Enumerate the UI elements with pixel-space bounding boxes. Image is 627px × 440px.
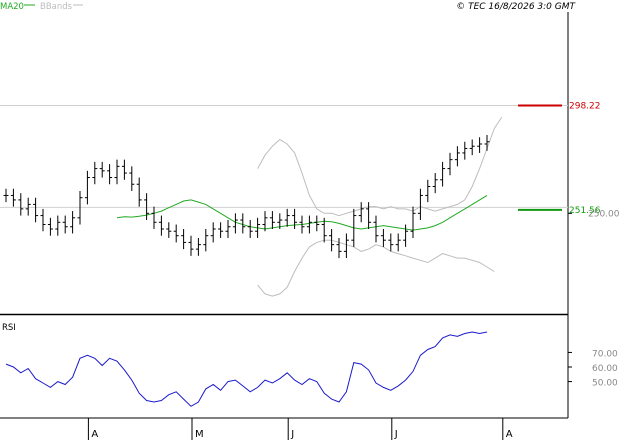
- month-label: J: [394, 429, 398, 440]
- month-label: A: [506, 429, 513, 440]
- price-bar: [321, 217, 327, 243]
- price-bar: [477, 137, 483, 153]
- price-bar: [403, 224, 409, 247]
- price-bar: [166, 222, 172, 238]
- price-bar: [114, 159, 120, 185]
- price-bar: [484, 135, 490, 151]
- price-bar: [151, 206, 157, 229]
- rsi-line: [5, 331, 488, 407]
- price-bar: [314, 215, 320, 232]
- price-bar: [462, 141, 468, 160]
- price-bar: [247, 220, 253, 238]
- price-bar: [299, 215, 305, 234]
- month-label: M: [195, 429, 204, 440]
- rsi-axis-label: 70.00: [592, 349, 618, 359]
- price-bar: [218, 222, 224, 238]
- price-bar: [47, 217, 53, 236]
- price-bar: [262, 211, 268, 232]
- month-label: J: [290, 429, 294, 440]
- price-bar: [255, 217, 261, 238]
- price-bar: [62, 215, 68, 234]
- price-bar: [380, 228, 386, 247]
- price-bar: [284, 208, 290, 227]
- price-bar: [136, 177, 142, 207]
- price-bar: [469, 139, 475, 156]
- price-bar: [432, 173, 438, 194]
- resistance-label: 298.22: [569, 101, 601, 111]
- bband-lower-line: [257, 239, 495, 297]
- price-bar: [454, 146, 460, 167]
- price-bar: [410, 206, 416, 238]
- price-bar: [121, 159, 127, 180]
- rsi-axis-label: 50.00: [592, 379, 618, 389]
- price-bar: [3, 188, 9, 203]
- price-bar: [99, 161, 105, 178]
- price-bar: [373, 215, 379, 243]
- price-bar: [366, 202, 372, 229]
- price-bar: [351, 208, 357, 247]
- price-bar: [77, 190, 83, 225]
- price-bar: [388, 233, 394, 252]
- price-bar: [129, 166, 135, 191]
- price-bar: [425, 179, 431, 203]
- price-bar: [306, 215, 312, 234]
- price-bar: [336, 237, 342, 259]
- price-bar: [329, 228, 335, 252]
- price-bar: [343, 233, 349, 259]
- price-bar: [195, 237, 201, 256]
- price-bar: [92, 161, 98, 185]
- price-bar: [144, 193, 150, 221]
- price-bar: [25, 197, 31, 216]
- price-bar: [232, 213, 238, 234]
- price-bar: [240, 213, 246, 234]
- price-bar: [18, 193, 24, 216]
- legend-bbands: BBands: [40, 2, 73, 12]
- month-label: A: [91, 429, 98, 440]
- legend-ma20: MA20: [0, 2, 24, 12]
- price-bar: [158, 215, 164, 236]
- support-label: 251.56: [569, 206, 601, 216]
- price-bar: [33, 197, 39, 223]
- price-bar: [225, 220, 231, 238]
- price-bar: [395, 233, 401, 252]
- price-bar: [188, 235, 194, 256]
- price-bar: [173, 224, 179, 243]
- price-bar: [417, 188, 423, 221]
- bband-upper-line: [257, 116, 503, 217]
- price-bar: [358, 202, 364, 223]
- price-bar: [203, 228, 209, 252]
- price-bar: [277, 213, 283, 229]
- price-bar: [447, 152, 453, 176]
- copyright-text: © TEC 16/8/2026 3:0 GMT: [456, 2, 576, 12]
- price-bar: [84, 170, 90, 205]
- price-bar: [210, 222, 216, 243]
- price-bar: [70, 211, 76, 234]
- price-bar: [10, 188, 16, 207]
- price-axis-label: 250.00: [588, 209, 620, 219]
- price-bar: [181, 228, 187, 250]
- price-bar: [107, 164, 113, 185]
- price-bar: [40, 208, 46, 232]
- price-bar: [292, 208, 298, 229]
- price-bar: [55, 215, 61, 236]
- price-bar: [269, 211, 275, 229]
- rsi-axis-label: 60.00: [592, 364, 618, 374]
- price-bar: [440, 161, 446, 187]
- rsi-label: RSI: [2, 323, 16, 333]
